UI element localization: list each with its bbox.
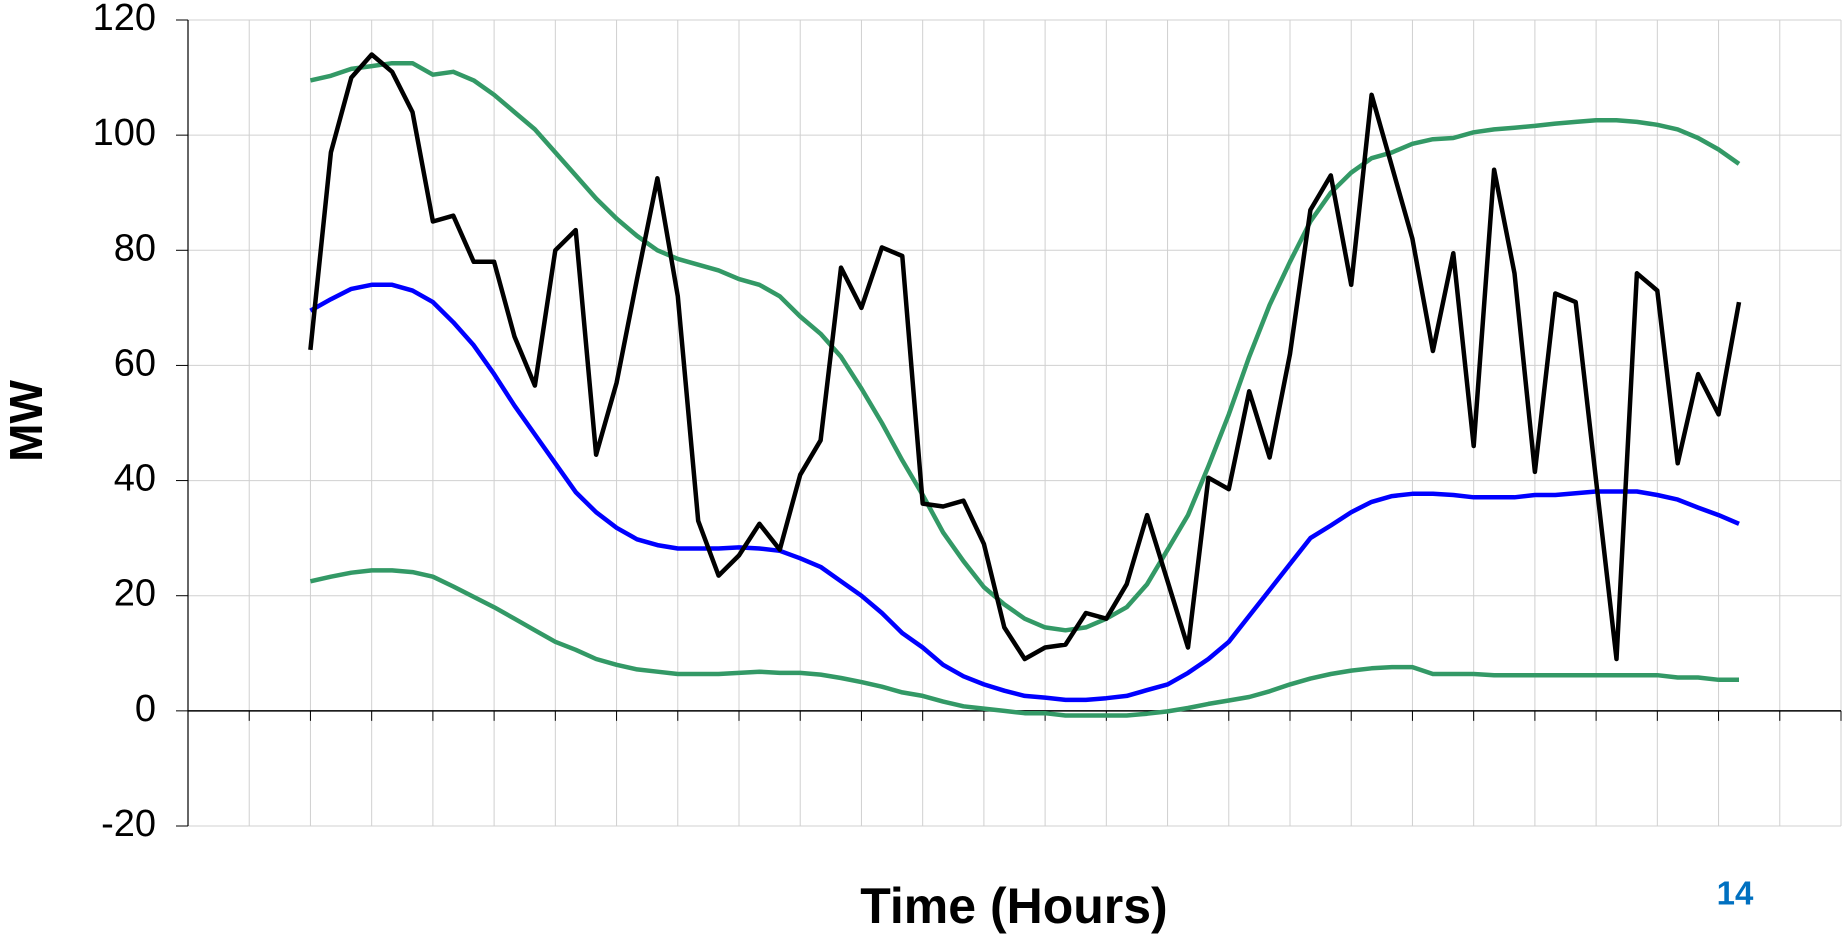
y-tick-label: 40	[114, 458, 156, 500]
series-line	[309, 282, 1740, 703]
page-number: 14	[1717, 875, 1754, 912]
y-tick-label: 0	[135, 688, 156, 730]
y-tick-label: 20	[114, 573, 156, 615]
series-line	[309, 60, 1741, 633]
y-tick-label: 60	[114, 342, 156, 384]
y-tick-label: 80	[114, 227, 156, 269]
series-line	[308, 52, 1742, 662]
y-tick-label: -20	[101, 803, 156, 845]
series-line	[309, 568, 1739, 718]
y-axis-label: MW	[0, 380, 52, 462]
y-tick-label: 120	[93, 0, 156, 39]
y-tick-label: 100	[93, 112, 156, 154]
x-axis-label: Time (Hours)	[860, 878, 1167, 934]
